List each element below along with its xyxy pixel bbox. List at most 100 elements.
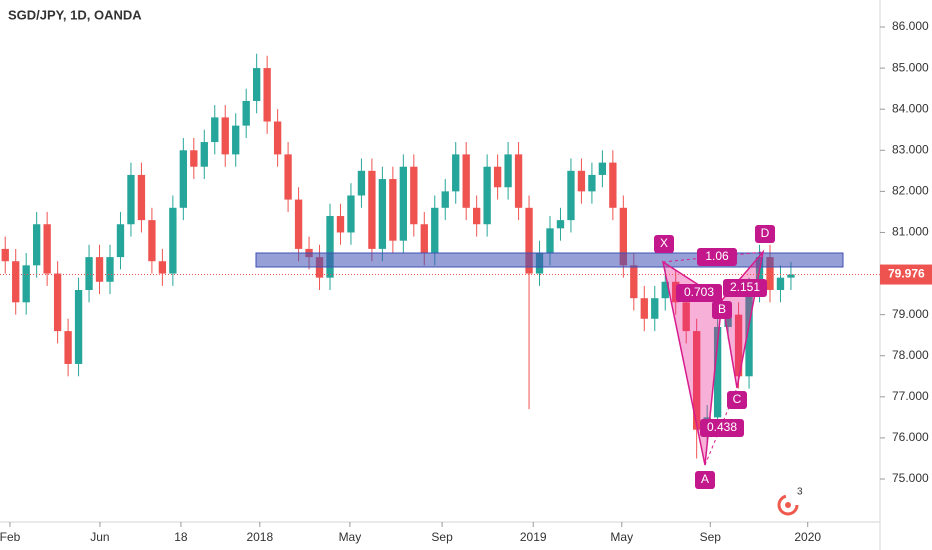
logo-ring — [777, 494, 799, 516]
ratio-label: 0.438 — [707, 420, 737, 434]
candle-body — [232, 125, 240, 155]
candle-body — [1, 248, 9, 262]
ratio-box — [723, 279, 767, 297]
candle-body — [598, 162, 607, 175]
candle-body — [619, 207, 627, 266]
chart-title: SGD/JPY, 1D, OANDA — [8, 7, 142, 22]
candle-body — [493, 166, 502, 188]
candle-body — [787, 274, 795, 278]
candle-body — [630, 265, 638, 299]
ratio-box — [700, 419, 744, 437]
candle-body — [389, 179, 397, 241]
candle-body — [116, 224, 125, 258]
y-tick-label: 86.000 — [892, 19, 929, 33]
last-price-label: 79.976 — [888, 267, 925, 281]
candle-body — [221, 117, 229, 155]
x-tick-label: May — [610, 530, 633, 544]
point-label: D — [761, 226, 770, 240]
point-label: X — [660, 236, 668, 250]
candle-body — [326, 216, 334, 278]
x-tick-label: 2020 — [794, 530, 821, 544]
candle-body — [74, 289, 83, 364]
pattern-xab — [661, 260, 723, 466]
candle-body — [588, 174, 596, 192]
candle-body — [577, 170, 586, 192]
candle-body — [190, 150, 198, 167]
x-tick-label: Feb — [0, 530, 21, 544]
point-label: B — [718, 302, 726, 316]
point-box — [712, 301, 732, 319]
candle-body — [200, 142, 208, 167]
candle-body — [567, 170, 575, 221]
y-tick-label: 78.000 — [892, 348, 929, 362]
point-box — [727, 391, 747, 409]
x-tick-label: 2018 — [246, 530, 273, 544]
candle-body — [661, 281, 669, 299]
logo: 3 — [777, 487, 803, 516]
ratio-label: 0.703 — [684, 285, 714, 299]
candle-body — [43, 224, 51, 274]
ratio-label: 1.06 — [705, 249, 729, 263]
candle-body — [776, 277, 785, 290]
candle-body — [431, 207, 439, 254]
candle-body — [106, 257, 114, 282]
candle-body — [357, 170, 366, 196]
last-price-box — [880, 264, 932, 285]
candle-body — [462, 154, 470, 208]
x-tick-label: 18 — [174, 530, 188, 544]
candle-body — [137, 174, 146, 221]
y-tick-label: 77.000 — [892, 389, 929, 403]
candle-body — [263, 68, 271, 122]
candle-body — [347, 195, 355, 233]
candle-body — [294, 199, 303, 249]
candle-body — [53, 273, 62, 332]
point-label: C — [733, 392, 742, 406]
y-tick-label: 85.000 — [892, 60, 929, 74]
x-tick-label: Sep — [700, 530, 722, 544]
candle-body — [483, 166, 491, 225]
candle-body — [64, 331, 72, 364]
candle-body — [745, 289, 753, 377]
x-tick-label: 2019 — [520, 530, 547, 544]
candle-body — [504, 154, 512, 188]
candle-body — [85, 257, 93, 290]
pattern-ac — [704, 387, 738, 466]
candle-body — [148, 220, 156, 262]
candle-body — [682, 302, 690, 332]
candle-body — [410, 166, 418, 225]
candle-body — [378, 179, 387, 249]
candle-body — [651, 298, 659, 319]
candle-body — [441, 191, 449, 208]
candle-body — [766, 257, 774, 290]
candle-body — [169, 207, 177, 274]
point-box — [654, 235, 674, 253]
ratio-box — [697, 248, 737, 266]
candle-body — [12, 261, 20, 303]
ratio-box — [676, 284, 722, 302]
candle-body — [127, 174, 135, 225]
x-tick-label: Jun — [90, 530, 109, 544]
point-box — [695, 471, 715, 489]
candle-body — [211, 117, 219, 143]
candle-body — [640, 298, 648, 319]
candle-body — [724, 314, 732, 327]
support-zone[interactable] — [255, 252, 844, 268]
candle-body — [473, 207, 481, 225]
harmonic-pattern[interactable]: X A B C D 0.703 1.06 2.151 0.438 — [654, 225, 775, 489]
plot-area — [1, 53, 795, 459]
x-tick-label: Sep — [431, 530, 453, 544]
candle-body — [399, 166, 407, 241]
candle-body — [514, 154, 523, 208]
x-tick-label: May — [339, 530, 362, 544]
candle-body — [525, 207, 533, 274]
candle-body — [734, 314, 743, 377]
candle-body — [556, 220, 565, 229]
candle-body — [22, 265, 30, 303]
candle-body — [420, 224, 428, 254]
candle-body — [95, 257, 104, 282]
logo-badge: 3 — [797, 487, 803, 498]
candle-body — [242, 100, 250, 126]
candle-body — [284, 154, 292, 200]
candle-body — [179, 150, 187, 208]
